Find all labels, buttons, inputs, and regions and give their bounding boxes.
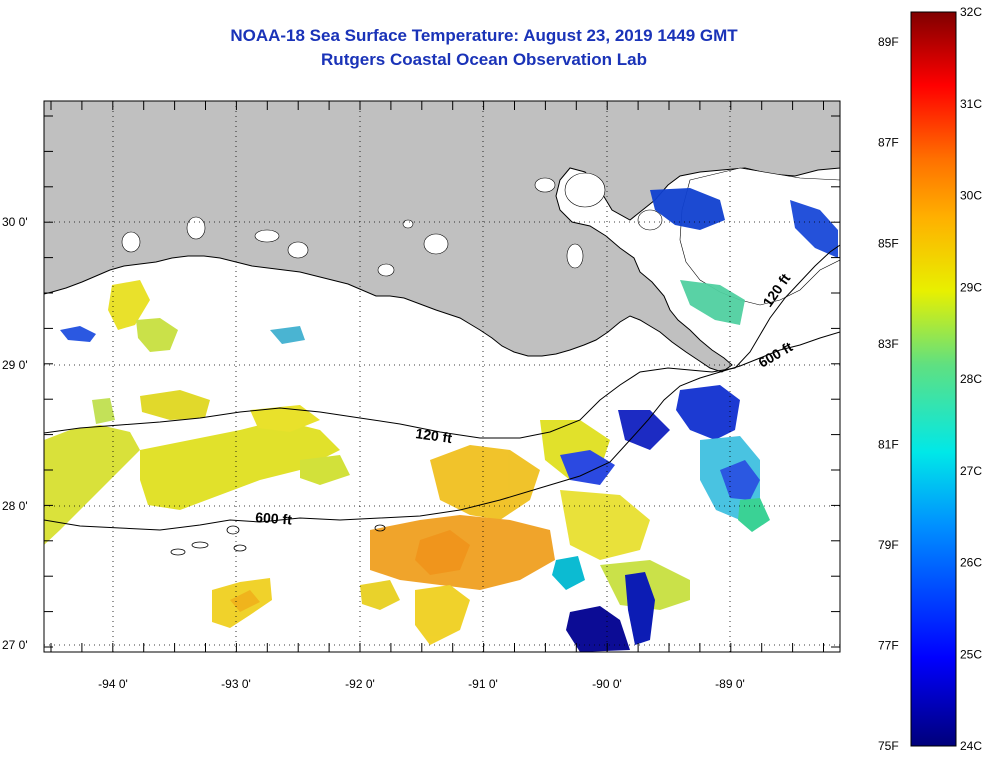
lat-labels: 30 0' 29 0' 28 0' 27 0' (2, 215, 28, 652)
lat-tick-label: 27 0' (2, 638, 28, 652)
colorbar-fahrenheit-label: 77F (878, 638, 899, 652)
map-subtitle: Rutgers Coastal Ocean Observation Lab (321, 50, 647, 69)
contour-loop (226, 525, 240, 535)
colorbar-celsius-label: 28C (960, 372, 982, 386)
colorbar (910, 11, 957, 747)
axis-ticks (44, 101, 840, 652)
sst-data (44, 188, 838, 652)
isobath-600ft (44, 331, 840, 531)
lake (121, 231, 141, 253)
lake (254, 229, 280, 243)
colorbar-fahrenheit-label: 83F (878, 337, 899, 351)
map-title: NOAA-18 Sea Surface Temperature: August … (230, 26, 738, 45)
colorbar-celsius-label: 27C (960, 464, 982, 478)
contour-loop (233, 544, 247, 552)
colorbar-celsius-label: 26C (960, 556, 982, 570)
lat-tick-label: 28 0' (2, 499, 28, 513)
lon-tick-label: -91 0' (468, 677, 498, 691)
lake (402, 219, 414, 229)
map-border (43, 100, 841, 653)
graticule (44, 101, 840, 652)
contour-loop (191, 541, 209, 549)
lake (423, 233, 449, 255)
colorbar-fahrenheit-label: 87F (878, 136, 899, 150)
lon-labels: -94 0' -93 0' -92 0' -91 0' -90 0' -89 0… (98, 677, 745, 691)
colorbar-fahrenheit-label: 75F (878, 739, 899, 753)
lake (287, 241, 309, 259)
colorbar-celsius-label: 24C (960, 739, 982, 753)
contour-loop (374, 524, 386, 532)
lat-tick-label: 29 0' (2, 358, 28, 372)
colorbar-labels: 32C 31C 30C 29C 28C 27C 26C 25C 24C 89F 87F 85F 83F 8… (878, 5, 982, 753)
isobath-120ft (44, 244, 840, 439)
colorbar-fahrenheit-label: 85F (878, 236, 899, 250)
lon-tick-label: -90 0' (592, 677, 622, 691)
contour-loop (170, 548, 186, 556)
lon-tick-label: -94 0' (98, 677, 128, 691)
lon-tick-label: -89 0' (715, 677, 745, 691)
lake (377, 263, 395, 277)
colorbar-fahrenheit-label: 89F (878, 35, 899, 49)
colorbar-celsius-label: 31C (960, 97, 982, 111)
contour-label-120ft-west: 120 ft (415, 425, 454, 446)
lake (186, 216, 206, 240)
colorbar-fahrenheit-label: 79F (878, 538, 899, 552)
lon-tick-label: -92 0' (345, 677, 375, 691)
lat-tick-label: 30 0' (2, 215, 28, 229)
lake (637, 209, 663, 231)
contour-label-600ft-west: 600 ft (255, 509, 293, 528)
colorbar-celsius-label: 25C (960, 647, 982, 661)
lake (564, 172, 606, 208)
lake (566, 243, 584, 269)
colorbar-celsius-label: 32C (960, 5, 982, 19)
lake (534, 177, 556, 193)
colorbar-celsius-label: 29C (960, 280, 982, 294)
colorbar-celsius-label: 30C (960, 189, 982, 203)
lon-tick-label: -93 0' (221, 677, 251, 691)
colorbar-fahrenheit-label: 81F (878, 437, 899, 451)
